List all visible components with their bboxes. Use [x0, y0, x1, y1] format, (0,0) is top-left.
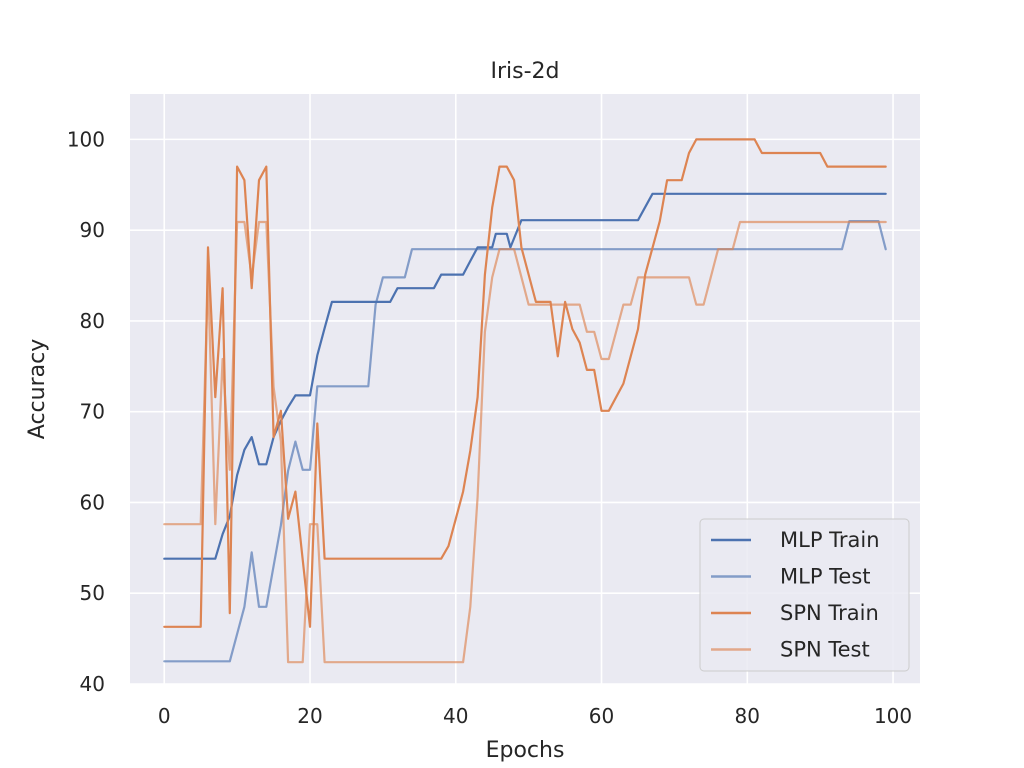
grid-lines [130, 94, 920, 685]
y-tick-label: 40 [80, 672, 105, 696]
legend: MLP Train MLP Test SPN Train SPN Test [699, 518, 910, 672]
y-tick-label: 80 [80, 309, 105, 333]
legend-frame [699, 518, 910, 672]
y-tick-label: 100 [67, 127, 105, 151]
series-lines [163, 138, 887, 664]
y-tick-label: 50 [80, 581, 105, 605]
legend-label: SPN Train [780, 601, 879, 625]
x-tick-label: 60 [589, 704, 614, 728]
x-tick-label: 40 [443, 704, 468, 728]
x-tick-label: 80 [735, 704, 760, 728]
y-axis-label: Accuracy [25, 339, 50, 439]
y-tick-label: 70 [80, 400, 105, 424]
legend-label: SPN Test [780, 638, 870, 662]
x-tick-label: 100 [874, 704, 912, 728]
legend-label: MLP Train [780, 528, 880, 552]
y-tick-label: 60 [80, 490, 105, 514]
series-line-mlp-train [163, 192, 887, 560]
x-tick-label: 0 [158, 704, 171, 728]
legend-label: MLP Test [780, 565, 871, 589]
x-axis-label: Epochs [486, 738, 565, 763]
series-line-spn-test [163, 220, 887, 664]
chart-title: Iris-2d [490, 59, 559, 84]
y-tick-label: 90 [80, 218, 105, 242]
tick-labels: 0 20 40 60 80 100 40 50 60 70 80 90 100 [67, 127, 912, 728]
x-tick-label: 20 [297, 704, 322, 728]
series-line-mlp-test [163, 220, 887, 663]
series-line-spn-train [163, 138, 887, 628]
